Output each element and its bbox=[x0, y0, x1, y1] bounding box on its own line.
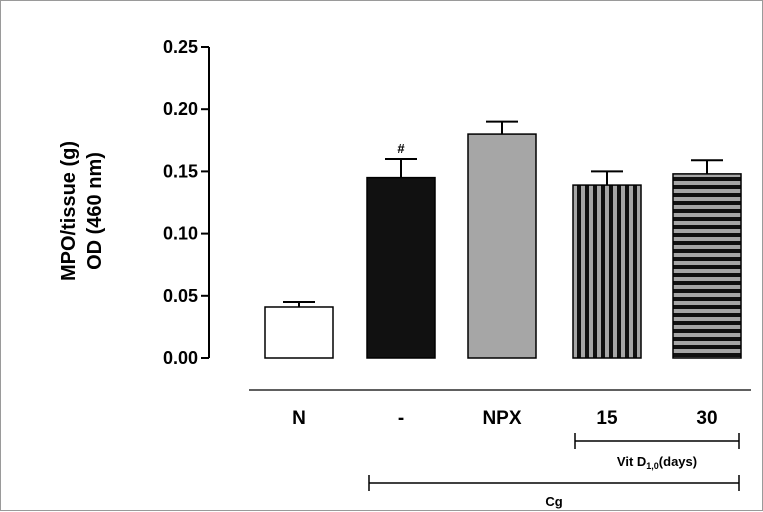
x-tick-label: N bbox=[292, 408, 306, 429]
bar bbox=[572, 184, 642, 359]
y-axis-label-line1: MPO/tissue (g) bbox=[58, 141, 80, 281]
x-tick-label: - bbox=[398, 408, 404, 429]
significance-mark: # bbox=[397, 141, 405, 156]
x-tick-label: 30 bbox=[696, 408, 717, 429]
y-tick-label: 0.20 bbox=[163, 99, 198, 119]
y-axis-label-line2: OD (460 nm) bbox=[84, 152, 106, 270]
bar bbox=[467, 133, 537, 359]
y-tick-label: 0.00 bbox=[163, 348, 198, 368]
bar bbox=[366, 176, 436, 359]
y-tick-label: 0.05 bbox=[163, 286, 198, 306]
bar bbox=[264, 306, 334, 359]
y-tick-label: 0.10 bbox=[163, 224, 198, 244]
x-tick-label: 15 bbox=[596, 408, 618, 429]
group-bracket-label: Vit D1,0(days) bbox=[617, 454, 697, 471]
y-axis-label: MPO/tissue (g) OD (460 nm) bbox=[58, 141, 106, 281]
group-bracket-label: Cg bbox=[545, 494, 562, 509]
y-tick-label: 0.15 bbox=[163, 161, 198, 181]
y-tick-label: 0.25 bbox=[163, 37, 198, 57]
bar bbox=[672, 173, 742, 359]
x-tick-label: NPX bbox=[482, 408, 521, 429]
